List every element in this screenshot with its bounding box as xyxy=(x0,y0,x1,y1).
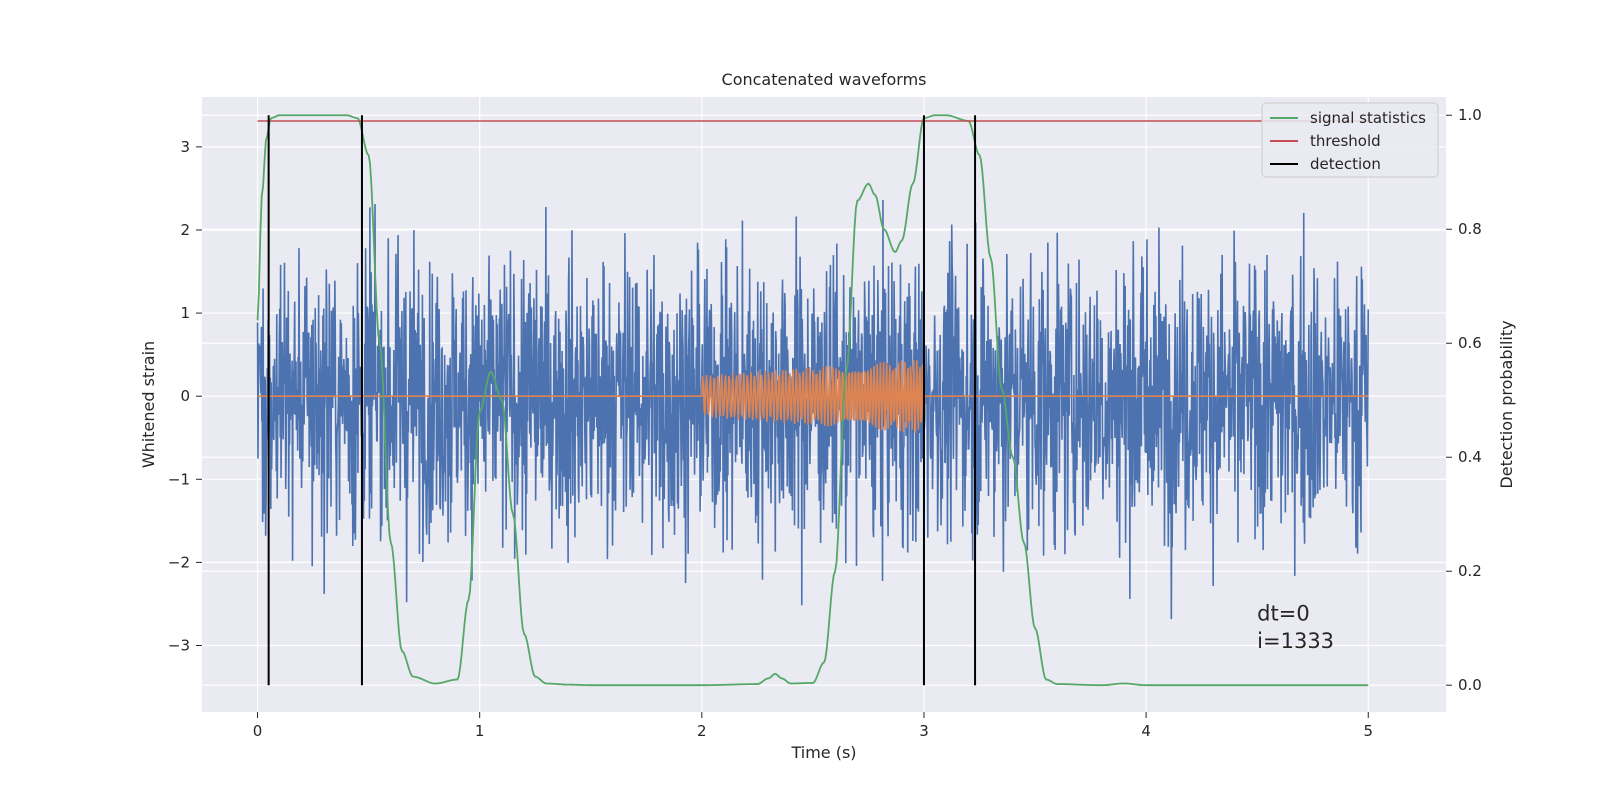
chart-title: Concatenated waveforms xyxy=(722,70,927,89)
plot-area xyxy=(256,114,1370,687)
y-tick-label-left: 3 xyxy=(180,138,190,156)
y-tick-label-left: −3 xyxy=(168,637,190,655)
x-tick-label: 0 xyxy=(253,722,263,740)
x-axis-label: Time (s) xyxy=(790,743,856,762)
x-tick-label: 2 xyxy=(697,722,707,740)
y-tick-label-left: 0 xyxy=(180,387,190,405)
legend-label-signal-statistics: signal statistics xyxy=(1310,109,1426,127)
x-tick-label: 4 xyxy=(1141,722,1151,740)
y-tick-label-left: −2 xyxy=(168,553,190,571)
detection-lines xyxy=(267,115,977,686)
y-tick-label-right: 0.6 xyxy=(1458,334,1482,352)
legend-box xyxy=(1261,102,1439,178)
x-tick-label: 5 xyxy=(1363,722,1373,740)
x-tick-label: 1 xyxy=(475,722,485,740)
annotation-dt: dt=0 xyxy=(1257,602,1310,626)
noise-series-line xyxy=(256,199,1370,620)
legend: signal statistics threshold detection xyxy=(1261,102,1439,178)
y-tick-label-right: 0.8 xyxy=(1458,220,1482,238)
y-ticks-right: 0.0 0.2 0.4 0.6 0.8 1.0 xyxy=(1446,106,1482,694)
signal-statistics-line xyxy=(256,114,1369,687)
y-tick-label-right: 0.2 xyxy=(1458,562,1482,580)
y-axis-label-left: Whitened strain xyxy=(139,341,158,468)
y-tick-label-right: 0.4 xyxy=(1458,448,1482,466)
injected-signal-line xyxy=(257,360,1369,433)
y-axis-label-right: Detection probability xyxy=(1497,320,1516,488)
y-tick-label-left: −1 xyxy=(168,470,190,488)
y-tick-label-right: 1.0 xyxy=(1458,106,1482,124)
x-tick-label: 3 xyxy=(919,722,929,740)
y-tick-label-left: 1 xyxy=(180,304,190,322)
y-tick-label-left: 2 xyxy=(180,221,190,239)
annotation-index: i=1333 xyxy=(1257,629,1334,653)
x-ticks: 0 1 2 3 4 5 xyxy=(253,712,1373,740)
legend-label-threshold: threshold xyxy=(1310,132,1381,150)
y-ticks-left: −3 −2 −1 0 1 2 3 xyxy=(168,138,202,655)
y-tick-label-right: 0.0 xyxy=(1458,676,1482,694)
legend-label-detection: detection xyxy=(1310,155,1381,173)
